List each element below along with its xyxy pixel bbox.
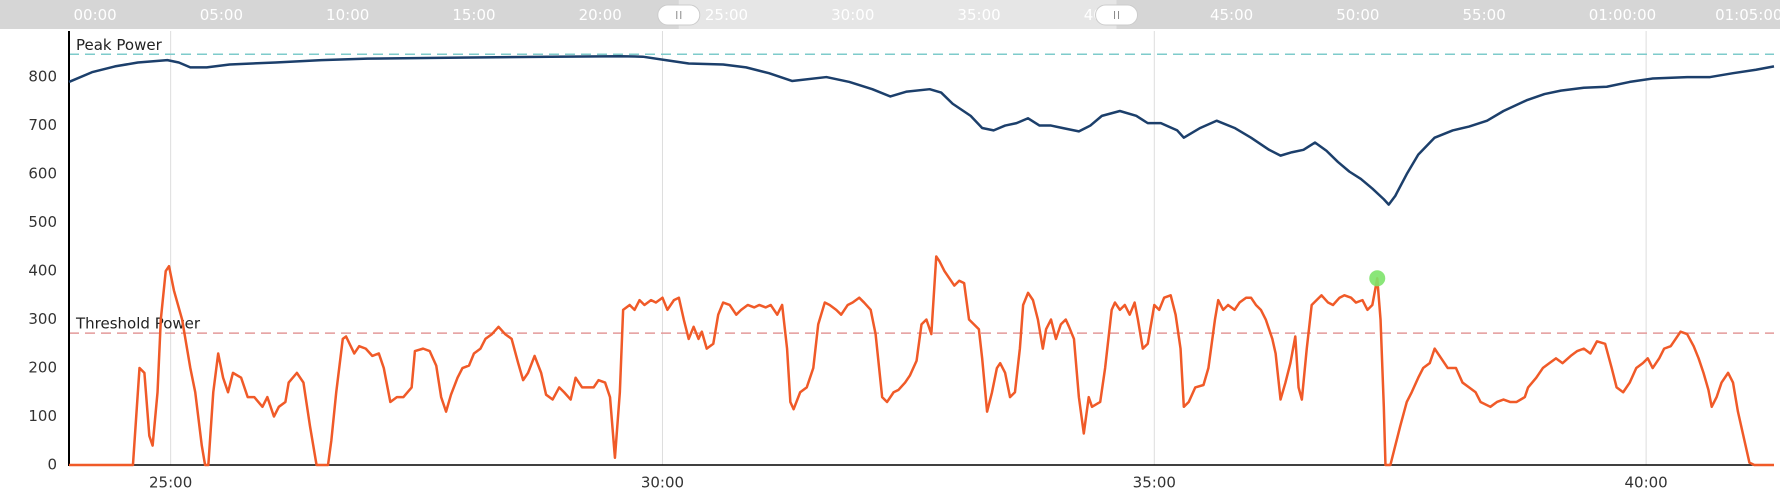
navigator-handle[interactable] bbox=[1095, 4, 1139, 26]
y-tick-label: 600 bbox=[28, 165, 57, 183]
navigator-selection bbox=[678, 0, 1117, 29]
navigator-tick-label: 55:00 bbox=[1463, 6, 1506, 24]
hover-marker bbox=[1369, 270, 1386, 287]
x-tick-label: 25:00 bbox=[149, 474, 192, 492]
navigator-tick-label: 01:05:00 bbox=[1715, 6, 1780, 24]
y-tick-label: 200 bbox=[28, 359, 57, 377]
navigator-tick-label: 35:00 bbox=[957, 6, 1000, 24]
y-tick-label: 700 bbox=[28, 116, 57, 134]
handle-body[interactable] bbox=[657, 4, 701, 26]
navigator-tick-label: 25:00 bbox=[705, 6, 748, 24]
x-tick-label: 40:00 bbox=[1625, 474, 1668, 492]
y-tick-label: 800 bbox=[28, 68, 57, 86]
navigator-handle[interactable] bbox=[657, 4, 701, 26]
navigator-tick-label: 00:00 bbox=[74, 6, 117, 24]
x-tick-label: 35:00 bbox=[1133, 474, 1176, 492]
navigator-tick-label: 50:00 bbox=[1336, 6, 1379, 24]
navigator-tick-label: 45:00 bbox=[1210, 6, 1253, 24]
navigator-tick-label: 10:00 bbox=[326, 6, 369, 24]
navigator-tick-label: 01:00:00 bbox=[1589, 6, 1656, 24]
y-tick-label: 500 bbox=[28, 213, 57, 231]
navigator-tick-label: 30:00 bbox=[831, 6, 874, 24]
series-line bbox=[68, 54, 1775, 206]
y-tick-label: 400 bbox=[28, 262, 57, 280]
y-tick-label: 300 bbox=[28, 310, 57, 328]
navigator-tick-label: 15:00 bbox=[452, 6, 495, 24]
series-line bbox=[69, 255, 1774, 467]
y-tick-label: 100 bbox=[28, 407, 57, 425]
handle-body[interactable] bbox=[1095, 4, 1139, 26]
y-tick-label: 0 bbox=[47, 456, 57, 474]
navigator-tick-label: 05:00 bbox=[200, 6, 243, 24]
reference-label: Peak Power bbox=[76, 36, 163, 54]
navigator-tick-label: 20:00 bbox=[579, 6, 622, 24]
x-tick-label: 30:00 bbox=[641, 474, 684, 492]
reference-label: Threshold Power bbox=[75, 315, 201, 333]
